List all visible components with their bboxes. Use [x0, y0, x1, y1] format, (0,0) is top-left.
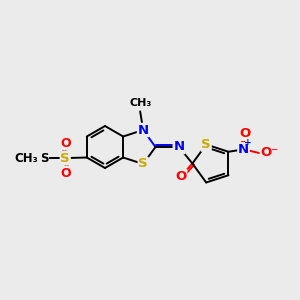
Text: S: S — [40, 152, 49, 165]
Text: S: S — [201, 138, 211, 151]
Text: CH₃: CH₃ — [14, 152, 38, 165]
Text: N: N — [238, 143, 249, 156]
Text: O⁻: O⁻ — [261, 146, 279, 160]
Text: N: N — [138, 124, 149, 136]
Text: S: S — [138, 158, 148, 170]
Text: +: + — [244, 138, 252, 147]
Text: O: O — [61, 136, 71, 150]
Text: CH₃: CH₃ — [129, 98, 151, 108]
Text: S: S — [60, 152, 70, 165]
Text: O: O — [61, 167, 71, 180]
Text: O: O — [176, 169, 187, 183]
Text: O: O — [239, 127, 250, 140]
Text: N: N — [173, 140, 184, 154]
